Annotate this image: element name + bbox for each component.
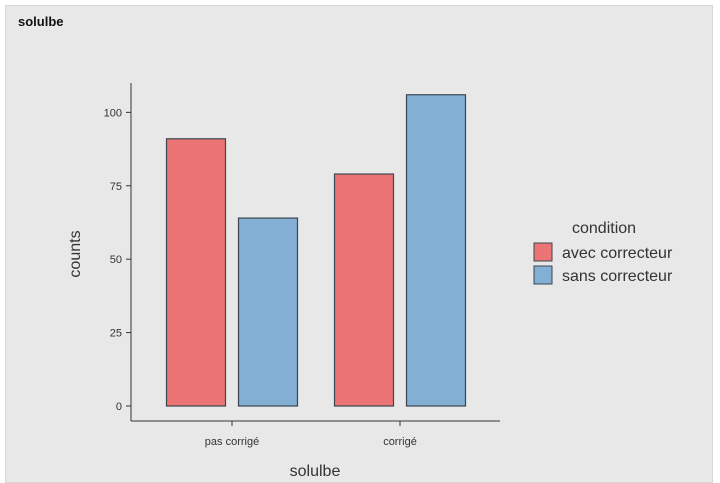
x-axis-title: solulbe [290, 463, 341, 480]
bar [237, 217, 299, 407]
bar [405, 94, 467, 407]
bar [165, 138, 227, 407]
legend: condition avec correcteur sans correcteur [533, 220, 673, 285]
y-tick-label: 100 [104, 107, 122, 119]
y-tick-label: 0 [116, 401, 122, 413]
legend-label: sans correcteur [562, 268, 673, 285]
legend-swatch [533, 242, 553, 262]
axes [130, 83, 500, 422]
bars [165, 94, 467, 407]
y-axis-title: counts [67, 230, 84, 277]
legend-items: avec correcteur sans correcteur [533, 242, 673, 285]
x-tick-label: pas corrigé [205, 436, 259, 448]
y-ticks: 0 25 50 75 100 [104, 107, 131, 413]
legend-swatch [533, 265, 553, 285]
y-tick-label: 25 [110, 328, 122, 340]
legend-label: avec correcteur [562, 245, 673, 262]
x-tick-label: corrigé [383, 436, 417, 448]
panel-title: solulbe [18, 14, 64, 29]
legend-title: condition [572, 220, 636, 237]
x-ticks: pas corrigé corrigé [205, 421, 417, 448]
y-tick-label: 75 [110, 181, 122, 193]
bar [333, 173, 395, 407]
y-tick-label: 50 [110, 254, 122, 266]
